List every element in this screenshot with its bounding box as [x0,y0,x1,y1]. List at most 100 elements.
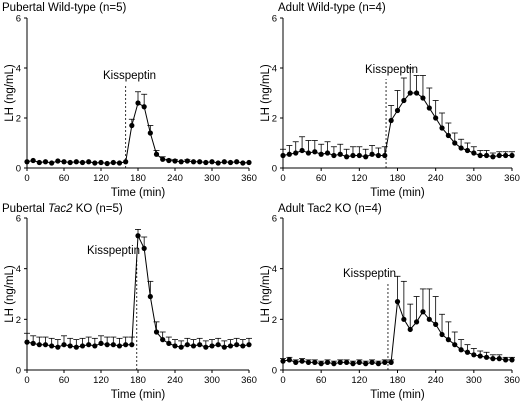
y-axis-label: LH (ng/mL) [260,64,272,122]
data-point [98,159,104,166]
data-point [382,359,388,365]
data-point [445,337,451,343]
x-axis-label: Time (min) [370,187,425,199]
chart-title: Adult Wild-type (n=4) [278,2,386,14]
data-point [240,343,246,349]
x-tick-label: 0 [24,173,29,184]
data-point [79,343,86,349]
data-point [324,359,331,365]
data-point [197,159,203,165]
data-point [184,342,190,348]
data-point [55,344,61,350]
data-point [509,357,515,363]
x-tick-label: 60 [59,375,70,386]
data-point [350,152,356,159]
data-point [503,152,509,159]
data-point [477,152,483,159]
data-point [363,361,369,367]
chart-title-part: Pubertal Wild-type (n=5) [2,2,126,14]
data-point [464,349,471,355]
data-point [61,342,67,348]
kisspeptin-label: Kisspeptin [343,268,396,280]
kisspeptin-label: Kisspeptin [87,245,140,257]
data-point [67,159,73,166]
data-point [413,90,420,96]
chart-panel-2: Adult Wild-type (n=4) 0 60 120 180 240 300 360 0… [260,2,520,199]
y-tick-label: 2 [16,315,21,326]
x-axis-label: Time (min) [370,389,425,401]
x-tick-label: 240 [428,173,444,184]
data-point [375,152,382,159]
data-point [439,125,445,131]
data-point [280,358,286,364]
x-tick-label: 180 [130,173,146,184]
data-point [375,361,382,367]
y-tick-label: 0 [16,164,21,175]
data-point [135,233,141,239]
data-point [110,342,116,348]
y-tick-label: 6 [16,14,21,25]
data-point [61,159,67,165]
x-tick-label: 360 [504,375,520,386]
chart-title-part: Adult Tac2 KO (n=4) [278,203,382,215]
data-point [234,342,240,348]
data-point [382,152,388,159]
data-point [215,160,221,166]
data-point [477,353,483,359]
chart-title: Adult Tac2 KO (n=4) [278,203,382,215]
y-tick-label: 4 [16,264,21,275]
data-point [141,104,147,110]
data-point [312,149,318,155]
data-point [221,159,227,165]
x-axis-label: Time (min) [111,389,166,401]
chart-title-part: KO (n=5) [73,203,123,215]
data-point [344,154,350,160]
data-point [178,159,184,165]
data-point [305,150,312,156]
data-point [369,151,375,157]
data-point [24,339,30,345]
data-point [471,150,477,156]
y-tick-label: 2 [16,114,21,125]
data-point [452,140,458,146]
data-point [286,151,292,157]
x-tick-label: 360 [241,375,257,386]
x-tick-label: 180 [130,375,146,386]
x-tick-label: 360 [241,173,257,184]
x-tick-label: 240 [167,375,183,386]
y-tick-label: 6 [16,214,21,225]
y-tick-label: 0 [272,164,277,175]
data-point [356,359,362,365]
data-point [420,309,426,315]
chart-title-part: Pubertal [2,203,48,215]
y-axis-label: LH (ng/mL) [260,265,272,323]
data-point [92,160,98,166]
data-point [92,343,98,349]
data-point [36,342,42,348]
data-point [420,95,426,101]
data-point [509,152,515,159]
data-point [426,105,432,111]
data-point [439,331,445,338]
y-tick-label: 4 [16,64,21,75]
x-axis-label: Time (min) [111,187,166,199]
data-point [388,359,394,365]
data-point [123,159,129,165]
data-point [299,358,305,364]
data-point [246,342,252,348]
data-point [73,159,79,165]
data-point [86,342,92,348]
chart-title-part: Adult Wild-type (n=4) [278,2,386,14]
data-point [215,342,221,348]
data-point [426,316,432,322]
data-point [147,130,153,136]
x-tick-label: 240 [428,375,444,386]
data-point [452,342,458,348]
y-tick-label: 4 [272,64,277,75]
data-point [445,132,451,139]
x-tick-label: 180 [390,173,406,184]
y-tick-label: 4 [272,264,277,275]
data-point [401,97,407,104]
chart-title: Pubertal Tac2 KO (n=5) [2,203,123,215]
data-point [49,343,55,349]
